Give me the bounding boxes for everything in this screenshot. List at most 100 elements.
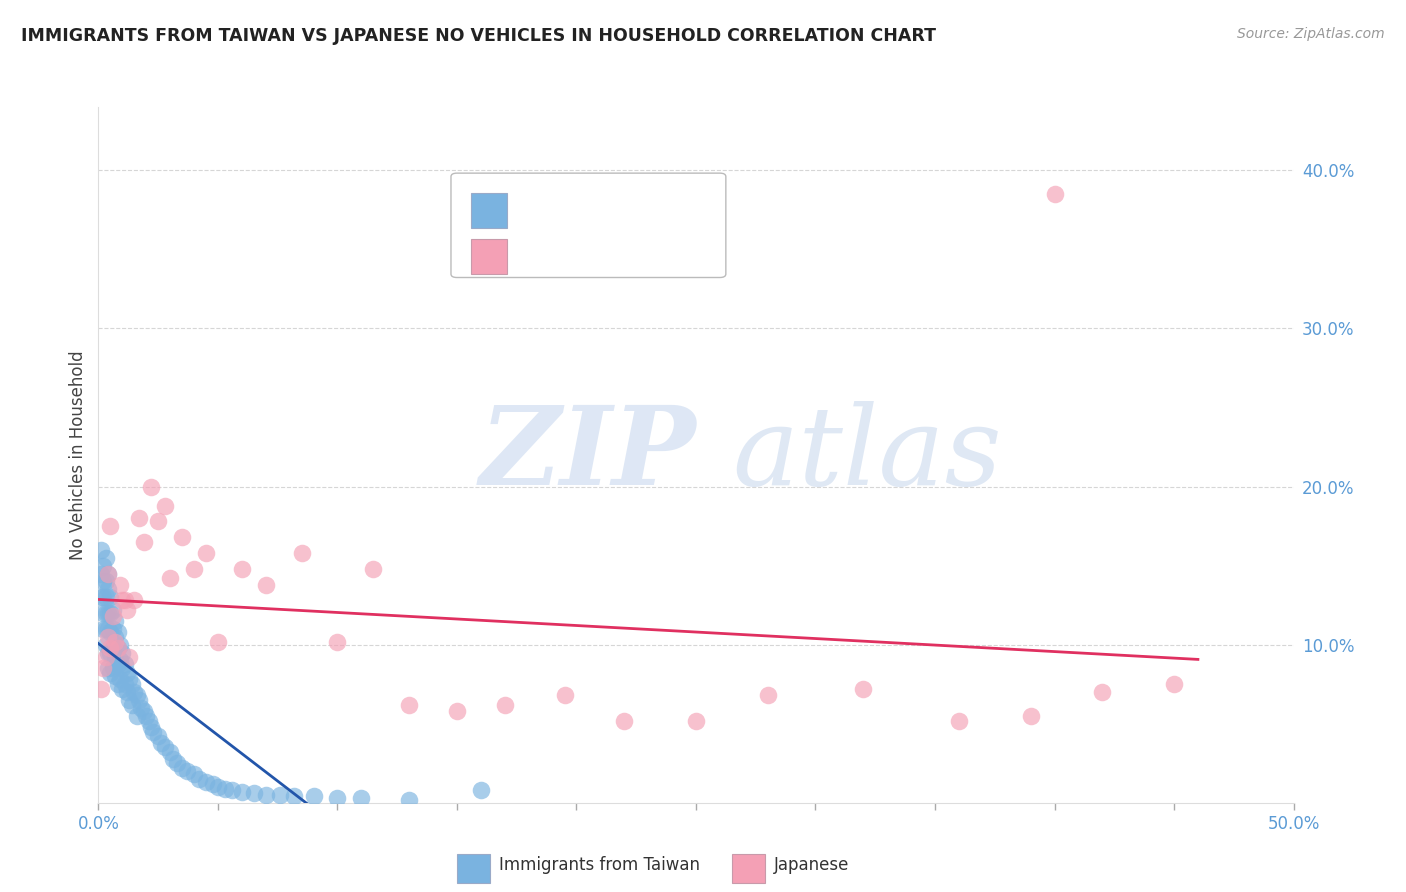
Point bbox=[107, 625, 129, 640]
Point bbox=[125, 688, 148, 702]
Point bbox=[162, 751, 184, 765]
Point bbox=[138, 714, 160, 728]
Point bbox=[97, 630, 120, 644]
Text: atlas: atlas bbox=[733, 401, 1001, 508]
Text: Source: ZipAtlas.com: Source: ZipAtlas.com bbox=[1237, 27, 1385, 41]
Point bbox=[494, 698, 516, 712]
Point bbox=[101, 661, 124, 675]
Point bbox=[446, 704, 468, 718]
Point bbox=[108, 638, 131, 652]
Point bbox=[1019, 708, 1042, 723]
Point bbox=[363, 562, 385, 576]
Point bbox=[756, 688, 779, 702]
Point bbox=[91, 558, 114, 573]
Point bbox=[101, 640, 124, 655]
Point bbox=[254, 577, 277, 591]
Point bbox=[187, 772, 209, 786]
Point bbox=[139, 479, 162, 493]
Point bbox=[104, 650, 127, 665]
Point bbox=[194, 546, 217, 560]
FancyBboxPatch shape bbox=[471, 239, 508, 274]
Point bbox=[214, 781, 236, 796]
Point bbox=[172, 530, 194, 544]
Point bbox=[115, 685, 138, 699]
Point bbox=[115, 666, 138, 681]
Point bbox=[114, 677, 136, 691]
Point bbox=[108, 577, 131, 591]
Point bbox=[470, 783, 492, 797]
FancyBboxPatch shape bbox=[451, 173, 725, 277]
Point bbox=[155, 499, 177, 513]
Point bbox=[124, 593, 146, 607]
Point bbox=[155, 740, 177, 755]
Point bbox=[1163, 677, 1185, 691]
Point bbox=[302, 789, 325, 804]
Point bbox=[149, 736, 172, 750]
Point bbox=[101, 622, 124, 636]
Point bbox=[97, 566, 120, 581]
Point bbox=[91, 661, 114, 675]
Point bbox=[194, 775, 217, 789]
Point bbox=[91, 622, 114, 636]
Point bbox=[107, 640, 129, 655]
Point bbox=[121, 677, 143, 691]
Point bbox=[159, 745, 181, 759]
Point bbox=[114, 657, 136, 671]
Text: Immigrants from Taiwan: Immigrants from Taiwan bbox=[499, 856, 700, 874]
Point bbox=[269, 788, 291, 802]
Point bbox=[108, 653, 131, 667]
Point bbox=[166, 756, 188, 771]
Point bbox=[125, 708, 148, 723]
Text: R =  0.593   N = 44: R = 0.593 N = 44 bbox=[519, 249, 702, 264]
Point bbox=[98, 591, 122, 605]
Point bbox=[98, 606, 122, 620]
Point bbox=[159, 571, 181, 585]
Point bbox=[176, 764, 198, 779]
Point bbox=[118, 693, 141, 707]
Point bbox=[91, 574, 114, 589]
Point bbox=[97, 582, 120, 597]
Point bbox=[290, 546, 312, 560]
Point bbox=[101, 603, 124, 617]
Point bbox=[139, 720, 162, 734]
Point bbox=[115, 603, 138, 617]
Point bbox=[97, 566, 120, 581]
FancyBboxPatch shape bbox=[733, 854, 765, 883]
Point bbox=[852, 681, 875, 696]
Point bbox=[97, 646, 120, 660]
Text: IMMIGRANTS FROM TAIWAN VS JAPANESE NO VEHICLES IN HOUSEHOLD CORRELATION CHART: IMMIGRANTS FROM TAIWAN VS JAPANESE NO VE… bbox=[21, 27, 936, 45]
Point bbox=[135, 708, 157, 723]
Point bbox=[398, 698, 420, 712]
Point bbox=[183, 767, 205, 781]
Point bbox=[97, 606, 120, 620]
Point bbox=[98, 640, 122, 655]
Point bbox=[207, 780, 229, 794]
Point bbox=[202, 777, 225, 791]
Point bbox=[124, 685, 146, 699]
Point bbox=[111, 646, 134, 660]
Point bbox=[131, 701, 153, 715]
Point bbox=[94, 650, 117, 665]
Point bbox=[94, 550, 117, 565]
Point bbox=[142, 724, 165, 739]
Point bbox=[132, 704, 155, 718]
Point bbox=[107, 657, 129, 671]
Point bbox=[107, 677, 129, 691]
Point bbox=[685, 714, 707, 728]
Point bbox=[148, 514, 170, 528]
Point bbox=[350, 791, 373, 805]
Point bbox=[1043, 186, 1066, 201]
Point bbox=[98, 519, 122, 533]
Point bbox=[231, 785, 253, 799]
Point bbox=[326, 791, 349, 805]
Y-axis label: No Vehicles in Household: No Vehicles in Household bbox=[69, 350, 87, 560]
Point bbox=[221, 783, 243, 797]
Point bbox=[207, 634, 229, 648]
Point bbox=[326, 634, 349, 648]
Point bbox=[398, 792, 420, 806]
Point bbox=[254, 788, 277, 802]
Point bbox=[94, 622, 117, 636]
Point bbox=[128, 693, 150, 707]
Point bbox=[104, 634, 127, 648]
Point bbox=[231, 562, 253, 576]
